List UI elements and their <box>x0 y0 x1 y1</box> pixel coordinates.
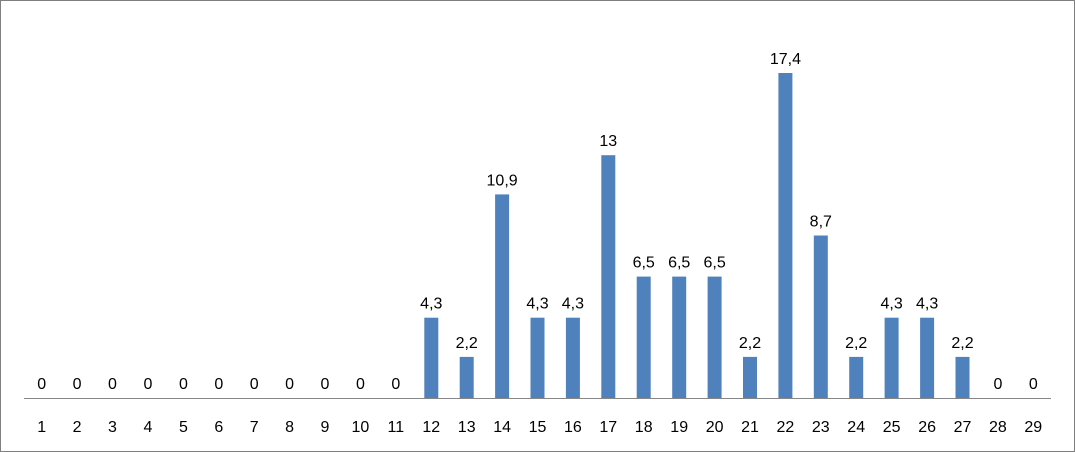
x-tick-label-5: 5 <box>179 419 188 436</box>
bar-13 <box>459 356 474 398</box>
x-tick-label-24: 24 <box>847 419 865 436</box>
value-label-21: 2,2 <box>739 335 761 352</box>
value-labels-group: 0 0 0 0 0 0 0 0 0 0 0 4,3 2,2 10,9 4,3 4,3 13 6,5 6,5 6,5 2,… <box>37 51 1038 393</box>
value-label-9: 0 <box>321 376 330 393</box>
x-tick-label-11: 11 <box>387 419 404 436</box>
x-tick-label-7: 7 <box>250 419 259 436</box>
value-label-20: 6,5 <box>703 255 725 272</box>
bar-12 <box>424 317 439 398</box>
x-tick-labels-group: 1 2 3 4 5 6 7 8 9 10 11 12 13 14 15 16 17 18 19 20 21 22 23 24 2… <box>37 419 1042 436</box>
bar-20 <box>707 276 722 398</box>
x-tick-label-1: 1 <box>37 419 46 436</box>
value-label-22: 17,4 <box>770 51 801 68</box>
x-tick-label-29: 29 <box>1024 419 1042 436</box>
value-label-6: 0 <box>214 376 223 393</box>
x-tick-label-4: 4 <box>143 419 152 436</box>
x-tick-label-21: 21 <box>741 419 759 436</box>
value-label-4: 0 <box>143 376 152 393</box>
x-tick-label-12: 12 <box>422 419 440 436</box>
x-tick-label-27: 27 <box>954 419 972 436</box>
value-label-5: 0 <box>179 376 188 393</box>
x-tick-label-8: 8 <box>285 419 294 436</box>
x-tick-label-23: 23 <box>812 419 830 436</box>
bar-16 <box>565 317 580 398</box>
x-tick-label-15: 15 <box>529 419 547 436</box>
x-tick-label-3: 3 <box>108 419 117 436</box>
bar-25 <box>884 317 899 398</box>
value-label-14: 10,9 <box>487 172 518 189</box>
value-label-23: 8,7 <box>810 214 832 231</box>
bar-17 <box>601 155 616 398</box>
value-label-18: 6,5 <box>633 255 655 272</box>
bar-27 <box>955 356 970 398</box>
x-tick-label-9: 9 <box>321 419 330 436</box>
value-label-19: 6,5 <box>668 255 690 272</box>
value-label-27: 2,2 <box>951 335 973 352</box>
bar-24 <box>849 356 864 398</box>
x-tick-label-26: 26 <box>918 419 936 436</box>
bar-15 <box>530 317 545 398</box>
x-tick-label-28: 28 <box>989 419 1007 436</box>
x-tick-label-16: 16 <box>564 419 582 436</box>
bar-19 <box>672 276 687 398</box>
value-label-25: 4,3 <box>880 296 902 313</box>
value-label-2: 0 <box>73 376 82 393</box>
x-tick-label-20: 20 <box>706 419 724 436</box>
bar-26 <box>920 317 935 398</box>
value-label-12: 4,3 <box>420 296 442 313</box>
bar-21 <box>743 356 757 398</box>
value-label-15: 4,3 <box>526 296 548 313</box>
value-label-28: 0 <box>993 376 1002 393</box>
value-label-16: 4,3 <box>562 296 584 313</box>
x-tick-label-19: 19 <box>670 419 688 436</box>
x-tick-label-25: 25 <box>883 419 901 436</box>
bar-14 <box>495 194 510 398</box>
x-tick-label-22: 22 <box>777 419 795 436</box>
x-tick-label-14: 14 <box>493 419 511 436</box>
value-label-3: 0 <box>108 376 117 393</box>
value-label-10: 0 <box>356 376 365 393</box>
value-label-29: 0 <box>1029 376 1038 393</box>
value-label-17: 13 <box>599 133 617 150</box>
x-tick-label-6: 6 <box>214 419 223 436</box>
x-tick-label-10: 10 <box>352 419 370 436</box>
x-tick-label-2: 2 <box>73 419 82 436</box>
value-label-1: 0 <box>37 376 46 393</box>
value-label-11: 0 <box>391 376 400 393</box>
bars-group <box>424 73 970 398</box>
value-label-13: 2,2 <box>456 335 478 352</box>
value-label-26: 4,3 <box>916 296 938 313</box>
x-tick-label-18: 18 <box>635 419 653 436</box>
value-label-7: 0 <box>250 376 259 393</box>
value-label-24: 2,2 <box>845 335 867 352</box>
bar-22 <box>778 73 793 398</box>
bar-23 <box>813 235 828 398</box>
bar-18 <box>636 276 651 398</box>
x-tick-label-13: 13 <box>458 419 476 436</box>
x-tick-label-17: 17 <box>599 419 617 436</box>
value-label-8: 0 <box>285 376 294 393</box>
